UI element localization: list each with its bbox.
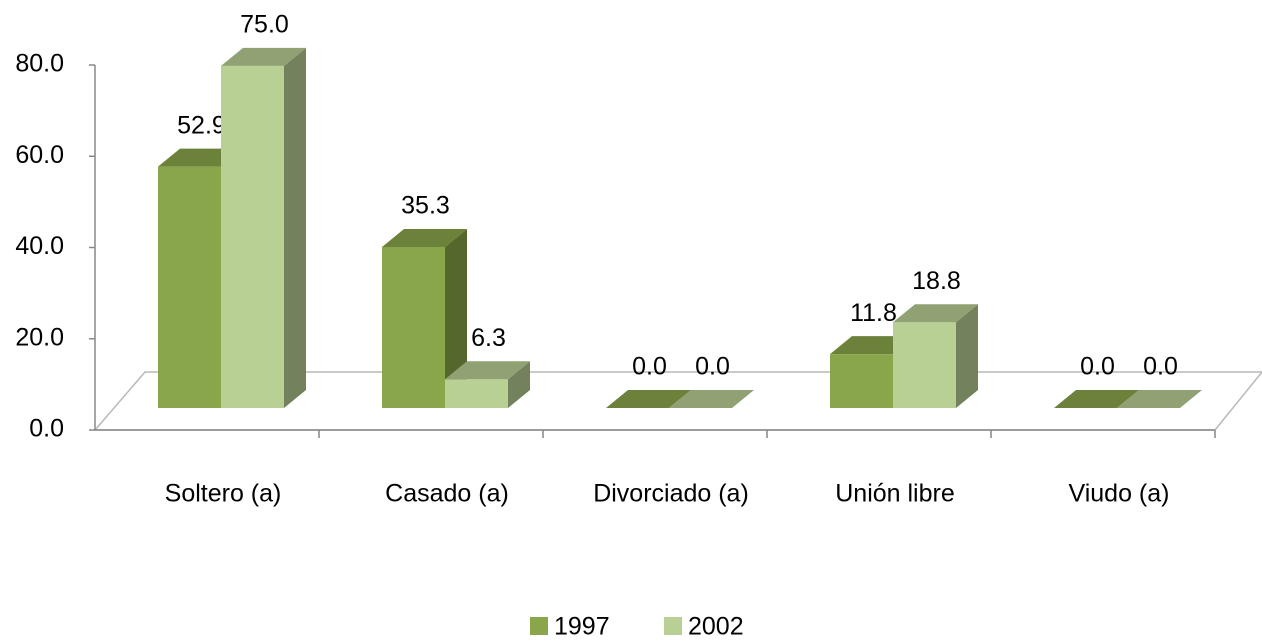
- y-tick-label: 0.0: [29, 415, 64, 443]
- value-label: 52.9: [177, 111, 226, 139]
- bar-top: [445, 361, 530, 380]
- bar: [221, 65, 284, 408]
- bar-top: [893, 304, 978, 323]
- value-label: 75.0: [240, 10, 289, 38]
- value-label: 11.8: [850, 299, 897, 327]
- y-tick-label: 20.0: [15, 323, 64, 351]
- bar-top: [669, 390, 754, 408]
- value-label: 0.0: [632, 353, 667, 381]
- bar-side: [956, 304, 978, 408]
- x-tick-label: Unión libre: [835, 480, 955, 508]
- value-label: 0.0: [1143, 353, 1178, 381]
- bar-top: [382, 228, 467, 247]
- y-tick-label: 60.0: [15, 141, 64, 169]
- bar: [382, 246, 445, 408]
- bar-top: [221, 47, 306, 66]
- x-tick-label: Divorciado (a): [593, 480, 749, 508]
- value-label: 35.3: [401, 192, 450, 220]
- value-label: 6.3: [471, 324, 506, 352]
- legend-swatch: [530, 617, 548, 635]
- value-label: 0.0: [1080, 353, 1115, 381]
- y-tick-label: 40.0: [15, 232, 64, 260]
- bar-side: [445, 228, 467, 408]
- bar: [830, 354, 893, 408]
- bar-side: [508, 361, 530, 408]
- bar: [158, 166, 221, 408]
- legend-label: 1997: [554, 613, 610, 641]
- bar: [445, 379, 508, 408]
- value-label: 0.0: [695, 353, 730, 381]
- y-tick-label: 80.0: [15, 50, 64, 78]
- bar-top: [606, 390, 691, 408]
- x-tick-label: Soltero (a): [165, 480, 282, 508]
- bar-top: [1054, 390, 1139, 408]
- x-tick-label: Viudo (a): [1069, 480, 1170, 508]
- bar-side: [284, 47, 306, 408]
- bar: [893, 322, 956, 408]
- x-tick-label: Casado (a): [385, 480, 509, 508]
- legend-label: 2002: [688, 613, 744, 641]
- legend-swatch: [664, 617, 682, 635]
- value-label: 18.8: [912, 267, 961, 295]
- bar-top: [1117, 390, 1202, 408]
